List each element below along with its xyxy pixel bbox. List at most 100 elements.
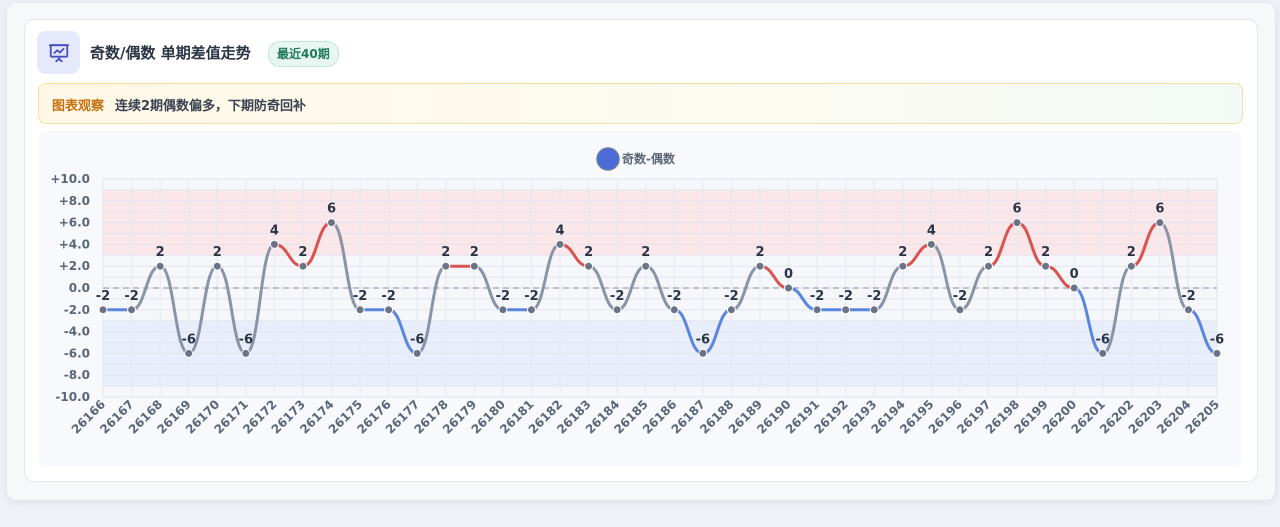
data-label: 2 bbox=[213, 245, 222, 260]
y-tick-label: +10.0 bbox=[50, 172, 90, 186]
data-label: 2 bbox=[470, 245, 479, 260]
data-label: 2 bbox=[898, 245, 907, 260]
data-label: -2 bbox=[496, 289, 510, 304]
data-point bbox=[841, 305, 851, 315]
data-point bbox=[983, 261, 993, 271]
data-point bbox=[469, 261, 479, 271]
data-point bbox=[812, 305, 822, 315]
series-line-segment bbox=[415, 264, 448, 355]
observation-box: 图表观察 连续2期偶数偏多，下期防奇回补 bbox=[38, 83, 1243, 124]
data-point bbox=[1126, 261, 1136, 271]
data-label: 4 bbox=[927, 223, 936, 238]
data-label: -2 bbox=[353, 289, 367, 304]
data-point bbox=[384, 305, 394, 315]
data-point bbox=[269, 239, 279, 249]
data-point bbox=[498, 305, 508, 315]
y-tick-label: +2.0 bbox=[59, 259, 90, 273]
data-point bbox=[241, 348, 251, 358]
data-label: 2 bbox=[1041, 245, 1050, 260]
data-point bbox=[1012, 218, 1022, 228]
y-tick-label: -8.0 bbox=[64, 368, 90, 382]
y-tick-label: +6.0 bbox=[59, 216, 90, 230]
data-label: -6 bbox=[696, 332, 710, 347]
y-tick-label: -6.0 bbox=[64, 346, 90, 360]
period-badge: 最近40期 bbox=[268, 41, 339, 67]
data-point bbox=[755, 261, 765, 271]
data-point bbox=[1183, 305, 1193, 315]
data-point bbox=[1098, 348, 1108, 358]
data-label: -2 bbox=[96, 289, 110, 304]
observation-text: 连续2期偶数偏多，下期防奇回补 bbox=[115, 99, 307, 114]
data-point bbox=[612, 305, 622, 315]
data-label: -6 bbox=[410, 332, 424, 347]
data-point bbox=[898, 261, 908, 271]
data-point bbox=[584, 261, 594, 271]
data-point bbox=[212, 261, 222, 271]
data-point bbox=[441, 261, 451, 271]
y-tick-label: +4.0 bbox=[59, 237, 90, 251]
data-label: 4 bbox=[270, 223, 279, 238]
data-point bbox=[1069, 283, 1079, 293]
data-point bbox=[926, 239, 936, 249]
data-label: 4 bbox=[556, 223, 565, 238]
data-point bbox=[412, 348, 422, 358]
data-point bbox=[298, 261, 308, 271]
data-label: -6 bbox=[1210, 332, 1224, 347]
series-line-segment bbox=[330, 221, 362, 312]
data-point bbox=[526, 305, 536, 315]
data-point bbox=[869, 305, 879, 315]
data-point bbox=[1155, 218, 1165, 228]
data-label: 2 bbox=[298, 245, 307, 260]
data-label: 0 bbox=[1070, 267, 1079, 282]
data-point bbox=[155, 261, 165, 271]
data-label: -2 bbox=[381, 289, 395, 304]
data-point bbox=[327, 218, 337, 228]
data-label: 2 bbox=[1127, 245, 1136, 260]
data-label: 0 bbox=[784, 267, 793, 282]
series-line-segment bbox=[158, 264, 191, 355]
data-point bbox=[1041, 261, 1051, 271]
data-label: -6 bbox=[239, 332, 253, 347]
data-label: -2 bbox=[667, 289, 681, 304]
data-label: 6 bbox=[327, 202, 336, 217]
series-line-segment bbox=[1158, 221, 1190, 312]
y-tick-label: -2.0 bbox=[64, 303, 90, 317]
series-line-segment bbox=[244, 242, 276, 355]
data-label: 2 bbox=[584, 245, 593, 260]
observation-label: 图表观察 bbox=[52, 99, 105, 114]
legend-label: 奇数-偶数 bbox=[622, 151, 676, 166]
data-label: -6 bbox=[1096, 332, 1110, 347]
y-tick-label: 0.0 bbox=[69, 281, 90, 295]
legend-marker bbox=[596, 147, 620, 171]
data-label: -2 bbox=[838, 289, 852, 304]
series-line-segment bbox=[215, 264, 248, 355]
data-label: -2 bbox=[610, 289, 624, 304]
data-point bbox=[98, 305, 108, 315]
data-label: 6 bbox=[1013, 202, 1022, 217]
data-point bbox=[698, 348, 708, 358]
data-label: -2 bbox=[1181, 289, 1195, 304]
chart-header-icon bbox=[37, 31, 80, 74]
data-point bbox=[127, 305, 137, 315]
data-point bbox=[555, 239, 565, 249]
data-label: -2 bbox=[810, 289, 824, 304]
series-line-segment bbox=[187, 264, 219, 355]
data-label: -6 bbox=[181, 332, 195, 347]
data-point bbox=[184, 348, 194, 358]
data-label: -2 bbox=[524, 289, 538, 304]
y-tick-label: -4.0 bbox=[64, 325, 90, 339]
data-point bbox=[955, 305, 965, 315]
data-point bbox=[726, 305, 736, 315]
data-point bbox=[784, 283, 794, 293]
data-point bbox=[669, 305, 679, 315]
data-point bbox=[355, 305, 365, 315]
data-label: -2 bbox=[124, 289, 138, 304]
presentation-chart-icon bbox=[48, 43, 69, 62]
data-label: -2 bbox=[867, 289, 881, 304]
data-label: 2 bbox=[156, 245, 165, 260]
data-label: 2 bbox=[984, 245, 993, 260]
data-point bbox=[641, 261, 651, 271]
chart-title: 奇数/偶数 单期差值走势 bbox=[90, 44, 251, 62]
line-chart: +10.0 +8.0 +6.0 +4.0 +2.0 0.0 -2.0 -4.0 -6.0 -8.0… bbox=[50, 147, 1224, 437]
data-label: 6 bbox=[1155, 202, 1164, 217]
